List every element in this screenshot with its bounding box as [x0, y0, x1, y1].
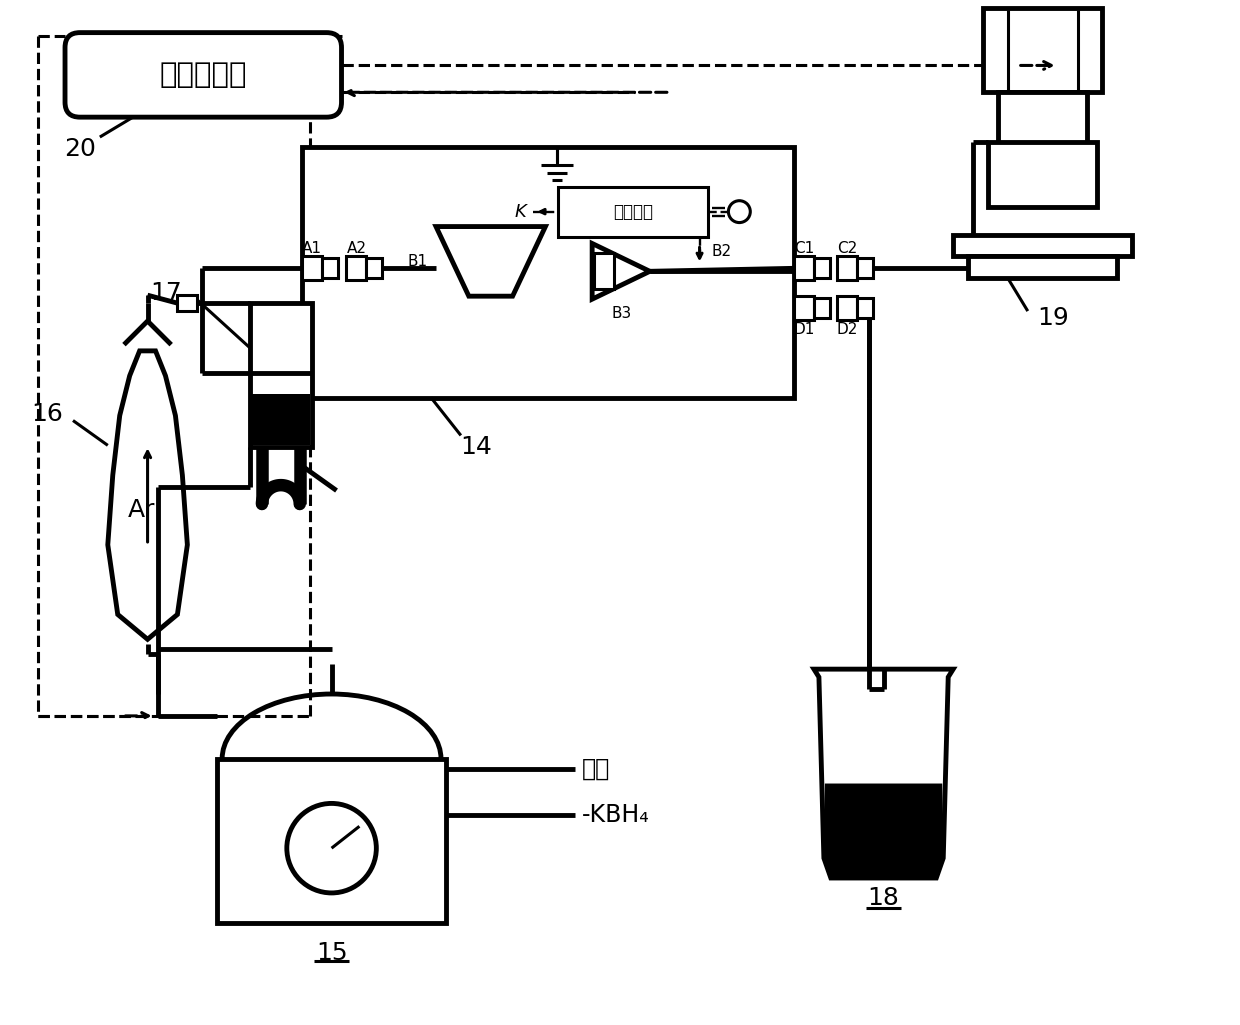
Bar — [217, 758, 446, 922]
Polygon shape — [823, 783, 944, 876]
Bar — [837, 296, 857, 320]
Text: 18: 18 — [868, 886, 899, 910]
Text: 17: 17 — [150, 281, 182, 305]
Bar — [837, 256, 857, 280]
Text: 15: 15 — [316, 941, 347, 965]
Text: D1: D1 — [794, 323, 815, 337]
Bar — [346, 256, 366, 280]
Text: 样品: 样品 — [583, 756, 610, 781]
Bar — [988, 142, 1097, 207]
Text: 控制单元: 控制单元 — [613, 203, 653, 220]
Text: 总控制系统: 总控制系统 — [160, 60, 247, 89]
Text: Ar: Ar — [128, 498, 155, 522]
Text: D2: D2 — [836, 323, 857, 337]
Polygon shape — [436, 227, 546, 296]
Text: B1: B1 — [408, 254, 428, 269]
Bar — [366, 258, 382, 278]
Bar — [301, 147, 794, 398]
Text: B2: B2 — [712, 244, 732, 259]
FancyBboxPatch shape — [64, 33, 341, 117]
Bar — [998, 92, 1087, 147]
Polygon shape — [108, 351, 187, 640]
Text: 16: 16 — [31, 402, 63, 425]
Text: 19: 19 — [1038, 306, 1069, 330]
Text: A1: A1 — [301, 241, 321, 256]
Bar — [813, 258, 830, 278]
Bar — [250, 303, 311, 447]
Bar — [857, 258, 873, 278]
Polygon shape — [813, 669, 954, 878]
Bar — [813, 298, 830, 318]
Text: A2: A2 — [346, 241, 367, 256]
Text: 14: 14 — [460, 436, 492, 459]
Text: -KBH₄: -KBH₄ — [583, 804, 650, 827]
Bar — [301, 256, 321, 280]
Text: 20: 20 — [64, 137, 95, 161]
Bar — [558, 187, 708, 237]
Bar — [857, 298, 873, 318]
Bar — [594, 253, 614, 289]
Bar — [968, 256, 1117, 278]
Bar — [983, 8, 1102, 92]
Text: B3: B3 — [611, 305, 632, 321]
Bar — [954, 235, 1132, 256]
Polygon shape — [593, 244, 650, 299]
Bar — [177, 295, 197, 312]
Text: C2: C2 — [837, 241, 857, 256]
Text: C1: C1 — [794, 241, 815, 256]
Text: K: K — [515, 203, 527, 220]
Bar — [252, 394, 310, 446]
Bar — [794, 256, 813, 280]
Bar — [321, 258, 337, 278]
Bar — [794, 296, 813, 320]
